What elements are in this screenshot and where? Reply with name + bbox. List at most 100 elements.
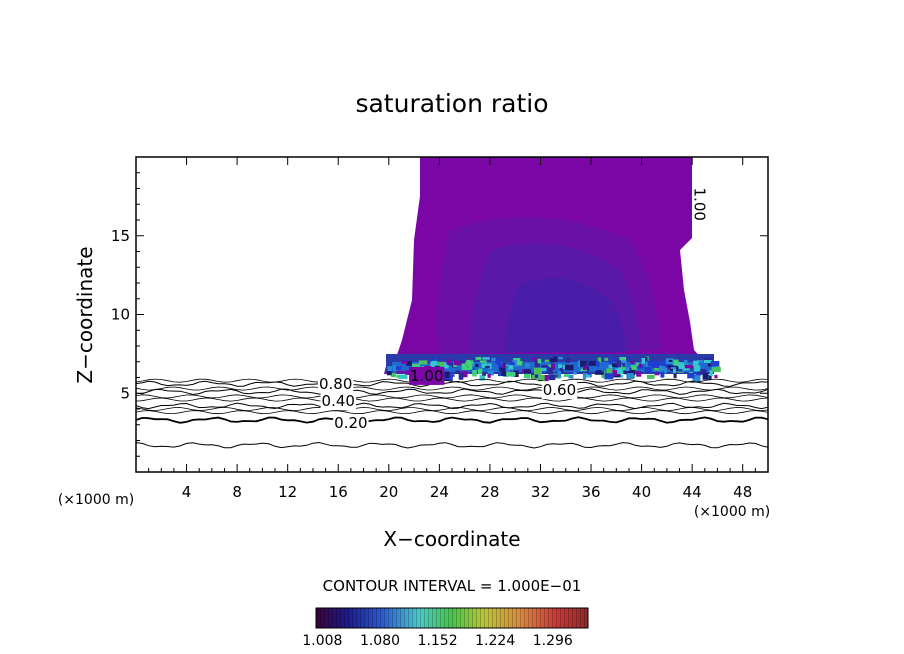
cloud-base-cell (638, 363, 643, 368)
cloud-base-cell (546, 367, 553, 375)
cloud-base-cell (479, 375, 486, 381)
x-axis-label: X−coordinate (383, 527, 520, 551)
cloud-base-cell (597, 357, 602, 363)
cloud-base-cell (625, 367, 630, 372)
x-tick-label: 28 (480, 483, 499, 501)
cloud-base-cell (583, 374, 591, 378)
cloud-base-cell (485, 365, 490, 369)
colorbar: 1.008 1.080 1.152 1.224 1.296 (302, 607, 589, 649)
cloud-base-cell (661, 366, 668, 370)
cloud-base-cell (604, 357, 609, 361)
cloud-base-cell (608, 357, 613, 364)
cloud-base-cell (487, 370, 494, 376)
cloud-base-cell (499, 367, 506, 372)
x-tick-label: 40 (632, 483, 651, 501)
cloud-base-cell (491, 357, 496, 362)
cloud-base-cell (482, 357, 490, 360)
cloud-base-cell (652, 361, 661, 368)
cloud-base-cell (553, 356, 557, 361)
cloud-base-cell (512, 360, 517, 367)
cloud-base-cell (478, 368, 483, 375)
cloud-base-cell (583, 365, 587, 370)
cloud-base-cell (524, 373, 531, 379)
cloud-base-cell (541, 365, 549, 368)
cloud-base-cell (673, 372, 677, 379)
contour-line (136, 441, 768, 449)
contour-label-bg (541, 381, 578, 400)
cloud-base-cell (418, 360, 428, 365)
cloud-base-cell (506, 372, 515, 377)
cloud-base-cell (401, 360, 408, 364)
cloud-base-cell (641, 357, 645, 364)
contour-line (136, 416, 768, 424)
contour-label: 0.20 (334, 414, 367, 432)
cloud-base-cell (654, 373, 660, 376)
cloud-base-cell (604, 373, 614, 380)
cloud-base-cell (635, 362, 640, 366)
cloud-base-cell (499, 364, 505, 371)
contour-line-minor (136, 386, 768, 391)
cloud-base-cell (531, 373, 540, 379)
contour-label-bg (318, 374, 354, 393)
cloud-base-cell (660, 371, 665, 378)
cloud-base-cell (495, 357, 501, 365)
cloud-base-cell (673, 359, 679, 366)
contour-line (136, 380, 768, 388)
contour-line-minor (136, 378, 768, 383)
x-tick-label: 4 (182, 483, 192, 501)
contour-line (136, 402, 768, 410)
cloud-base-cell (698, 368, 706, 374)
cloud-base-cell (558, 356, 563, 360)
colorbar-tick-label: 1.224 (475, 633, 515, 649)
cloud-base-cell (532, 357, 537, 362)
cloud-base-cell (395, 365, 402, 371)
contour-label-bg (320, 392, 356, 411)
cloud-base-cell (524, 369, 531, 374)
cloud-base-cell (678, 368, 683, 372)
contour-line-minor (136, 394, 768, 399)
cloud-base-cell (585, 362, 590, 367)
cloud-base-cell (619, 357, 626, 361)
cloud-base-cell (538, 374, 547, 382)
chart-title: saturation ratio (355, 89, 548, 118)
cloud-base-cell (660, 361, 668, 366)
cloud-base-cell (670, 367, 676, 369)
cloud-base-cell (444, 371, 450, 379)
y-tick-label: 15 (111, 227, 130, 245)
cloud-base-cell (618, 374, 624, 378)
cloud-base-cell (525, 363, 530, 368)
y-tick-label: 10 (111, 306, 130, 324)
cloud-base-cell (647, 374, 655, 379)
cloud-base-cell (406, 361, 412, 366)
cloud-base-cell (434, 356, 438, 363)
cloud-core-3 (505, 277, 626, 352)
cloud-base-cell (461, 370, 468, 378)
colorbar-tick-label: 1.152 (418, 633, 458, 649)
cloud-base-cell (612, 363, 619, 368)
cloud-base-cell (396, 370, 406, 373)
cloud-base-cell (687, 372, 695, 379)
cloud-base-cell (608, 364, 613, 369)
contour-label: 1.00 (691, 188, 709, 221)
cloud-base-cell (712, 367, 721, 372)
cloud-base-cell (479, 360, 487, 363)
cloud-base-cell (620, 363, 626, 370)
x-tick-label: 8 (232, 483, 242, 501)
cloud-base-cell (714, 374, 718, 378)
cloud-base-cell (659, 365, 663, 373)
contour-line-minor (136, 397, 768, 402)
y-tick-label: 5 (120, 384, 130, 402)
cloud-base-cell (548, 374, 556, 381)
cloud-base-cell (665, 360, 672, 368)
y-axis-label: Z−coordinate (73, 246, 97, 383)
cloud-base-cell (501, 371, 507, 376)
colorbar-tick-labels: 1.008 1.080 1.152 1.224 1.296 (302, 633, 573, 649)
x-tick-label: 16 (329, 483, 348, 501)
cloud-base-cell (692, 374, 701, 382)
cloud-base-cell (472, 370, 477, 377)
cloud-base-cell (437, 361, 445, 368)
x-tick-label: 20 (379, 483, 398, 501)
cloud-base-cell (531, 374, 535, 380)
x-tick-label: 12 (278, 483, 297, 501)
